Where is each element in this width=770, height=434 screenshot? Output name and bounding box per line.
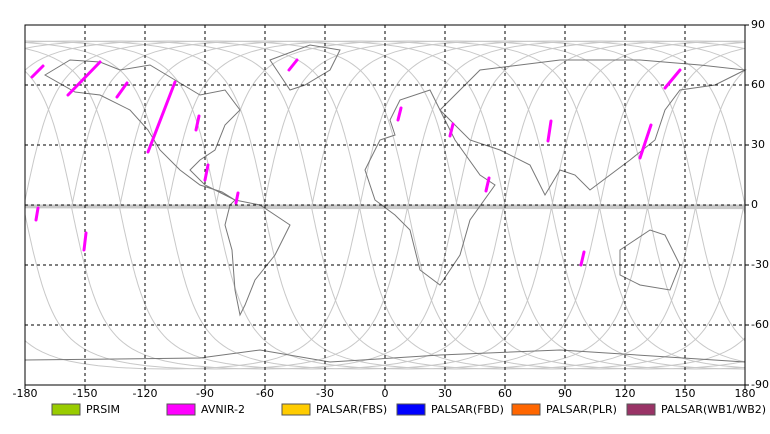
x-tick-label: -90: [196, 387, 214, 400]
legend-swatch: [281, 403, 311, 416]
ground-track: [743, 197, 745, 206]
legend-swatch: [626, 403, 656, 416]
footprint: [146, 80, 177, 154]
footprint: [638, 123, 653, 160]
x-tick-label: 60: [498, 387, 512, 400]
ground-track: [25, 40, 745, 208]
footprint: [579, 250, 586, 267]
ground-track: [167, 40, 745, 207]
footprint: [66, 60, 102, 97]
y-tick-label: 90: [751, 18, 765, 31]
ground-track: [25, 40, 745, 208]
legend-swatch: [511, 403, 541, 416]
ground-track: [119, 40, 745, 208]
x-tick-label: -60: [256, 387, 274, 400]
legend-label: PALSAR(FBD): [431, 403, 504, 416]
x-tick-label: -120: [133, 387, 158, 400]
ground-track: [551, 40, 745, 206]
ground-track: [25, 48, 745, 209]
ground-track: [25, 202, 745, 342]
x-tick-label: 150: [675, 387, 696, 400]
footprint: [234, 191, 240, 205]
ground-track: [25, 204, 648, 370]
footprint: [203, 163, 210, 182]
footprint: [396, 106, 403, 122]
legend-swatch: [51, 403, 81, 416]
ground-track: [25, 204, 600, 370]
footprint: [546, 119, 553, 143]
x-tick-label: 0: [382, 387, 389, 400]
antarctica: [24, 349, 746, 363]
footprint: [30, 64, 45, 79]
ground-track: [71, 40, 745, 208]
ground-track: [25, 204, 456, 370]
ground-track: [25, 204, 745, 370]
ground-tracks: [25, 40, 745, 370]
legend-label: PALSAR(PLR): [546, 403, 617, 416]
ground-track: [263, 40, 745, 207]
asia: [439, 59, 747, 197]
legend-label: AVNIR-2: [201, 403, 245, 416]
y-tick-label: -60: [751, 318, 769, 331]
ground-track: [25, 40, 745, 208]
x-tick-label: 90: [558, 387, 572, 400]
ground-track: [25, 40, 745, 208]
ground-track: [25, 204, 745, 370]
ground-track: [311, 40, 745, 207]
ground-track: [215, 40, 745, 207]
legend-label: PRSIM: [86, 403, 120, 416]
ground-track: [25, 204, 745, 369]
axes: -180 -150 -120 -90 -60 -30 0 30 60 90 120 150 180-90…: [13, 18, 769, 400]
ground-track: [25, 204, 745, 363]
ground-track: [25, 204, 696, 370]
south-america: [224, 199, 291, 317]
x-tick-label: -30: [316, 387, 334, 400]
greenland: [269, 44, 341, 91]
x-tick-label: 180: [735, 387, 756, 400]
footprint: [448, 122, 455, 138]
y-tick-label: 60: [751, 78, 765, 91]
legend-label: PALSAR(WB1/WB2): [661, 403, 766, 416]
footprint: [82, 231, 88, 252]
ground-track: [647, 47, 745, 206]
ground-track: [599, 41, 745, 206]
legend-label: PALSAR(FBS): [316, 403, 387, 416]
x-tick-label: 30: [438, 387, 452, 400]
footprint: [663, 68, 682, 90]
ground-track: [25, 70, 745, 217]
footprint: [484, 176, 491, 193]
y-tick-label: 30: [751, 138, 765, 151]
footprint: [194, 114, 201, 132]
footprint: [115, 81, 129, 99]
legend: PRSIM AVNIR-2 PALSAR(FBS) PALSAR(FBD) PALSAR…: [51, 403, 766, 416]
australia: [619, 229, 681, 291]
legend-swatch: [396, 403, 426, 416]
ground-track: [25, 40, 745, 208]
y-tick-label: -30: [751, 258, 769, 271]
footprint: [287, 58, 299, 72]
x-tick-label: 120: [615, 387, 636, 400]
ground-track: [25, 204, 504, 370]
legend-swatch: [166, 403, 196, 416]
footprints: [30, 58, 682, 267]
x-tick-label: -180: [13, 387, 38, 400]
y-tick-label: 0: [751, 198, 758, 211]
north-america: [44, 59, 241, 201]
x-tick-label: -150: [73, 387, 98, 400]
ground-track: [25, 207, 408, 370]
ground-track: [25, 204, 745, 370]
ground-track: [25, 204, 745, 370]
footprint: [34, 206, 40, 222]
ground-track: [25, 41, 745, 208]
y-tick-label: -90: [751, 378, 769, 391]
ground-track: [25, 204, 552, 370]
ground-track: [695, 69, 745, 206]
ground-track: [25, 204, 744, 370]
